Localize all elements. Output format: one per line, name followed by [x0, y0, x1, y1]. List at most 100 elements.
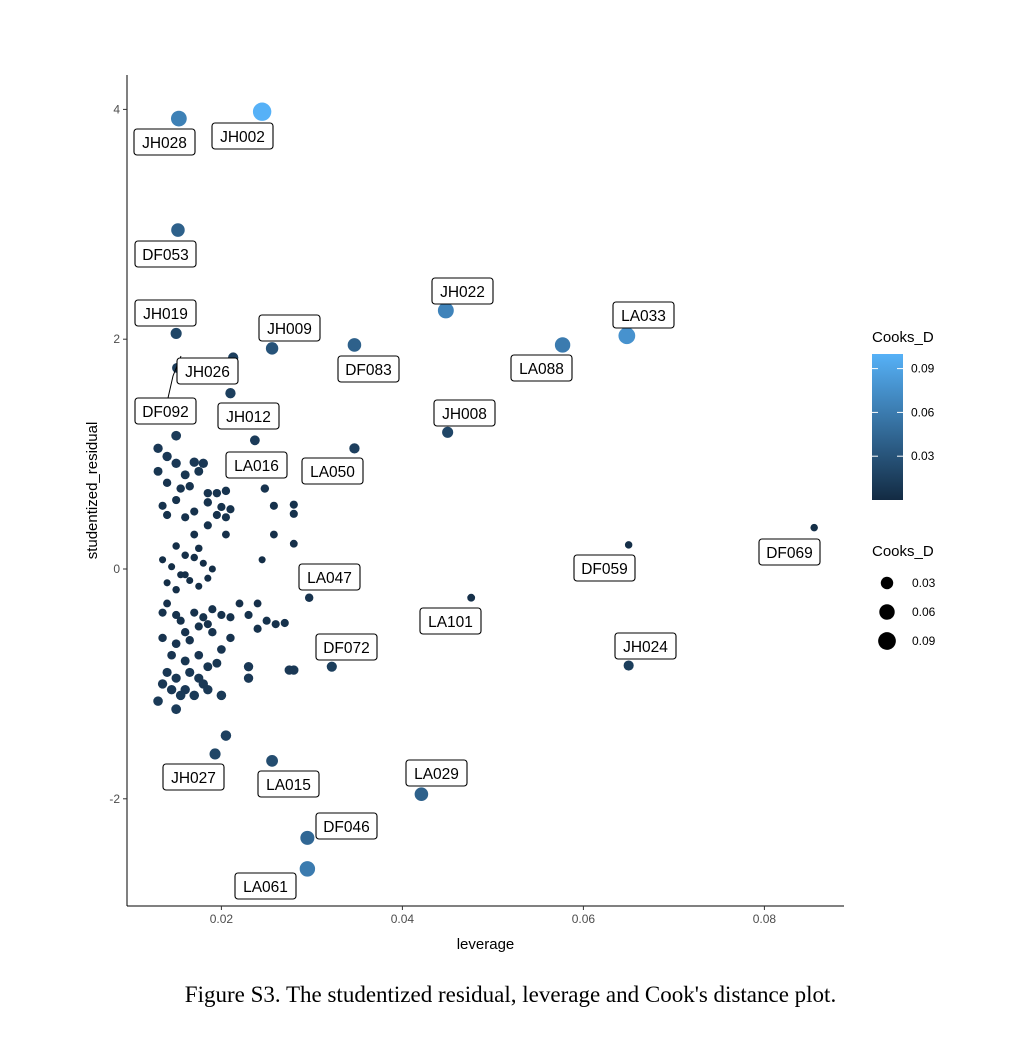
x-tick-label: 0.04 [391, 912, 415, 926]
label-text: LA033 [621, 308, 666, 325]
point-label-la101: LA101 [419, 607, 482, 635]
data-point [195, 544, 203, 553]
label-text: DF059 [581, 561, 628, 578]
data-point-jh008 [442, 426, 454, 438]
point-label-df053: DF053 [134, 240, 197, 268]
point-label-jh019: JH019 [134, 299, 197, 327]
data-point [220, 730, 232, 741]
point-label-df092: DF092 [134, 397, 197, 425]
data-point-la088 [554, 337, 571, 353]
data-point [189, 457, 199, 467]
data-point [243, 673, 254, 683]
data-point [171, 704, 182, 715]
data-point [203, 488, 213, 498]
label-text: DF046 [323, 819, 370, 836]
data-point-jh022 [437, 302, 454, 319]
point-label-la016: LA016 [225, 451, 288, 479]
data-point-jh019 [170, 327, 182, 340]
data-point [185, 667, 195, 677]
data-point [163, 599, 172, 608]
data-point [167, 650, 176, 660]
x-axis-title: leverage [457, 936, 515, 953]
size-legend-key [878, 632, 896, 650]
label-text: LA029 [414, 766, 459, 783]
label-text: JH026 [185, 364, 230, 381]
color-legend-label: 0.03 [911, 449, 935, 463]
data-point-la061 [299, 861, 316, 877]
label-text: JH008 [442, 406, 487, 423]
point-label-jh027: JH027 [162, 763, 225, 791]
data-point-la029 [414, 787, 429, 801]
data-point [159, 556, 167, 564]
data-point [269, 501, 278, 510]
data-point [208, 627, 217, 637]
point-label-df046: DF046 [315, 812, 378, 840]
data-point-jh012 [225, 388, 236, 399]
color-legend-label: 0.06 [911, 405, 935, 419]
data-point [186, 576, 194, 585]
point-label-la088: LA088 [510, 354, 573, 382]
label-box [431, 277, 494, 305]
point-label-df083: DF083 [337, 355, 400, 383]
data-point [171, 673, 181, 683]
y-tick-label: -2 [109, 792, 120, 806]
x-tick-label: 0.08 [753, 912, 777, 926]
label-box [758, 538, 821, 566]
data-point [158, 608, 167, 617]
axes: 0.02 0.04 0.06 0.08 -2 0 2 4 leverage studentized… [84, 75, 844, 953]
data-point [222, 530, 230, 539]
data-point [180, 627, 190, 637]
label-box [217, 402, 280, 430]
label-text: JH028 [142, 135, 187, 152]
point-label-jh002: JH002 [211, 122, 274, 150]
data-point [162, 451, 172, 462]
data-point [244, 610, 253, 620]
data-point [194, 622, 203, 631]
color-legend-title: Cooks_D [872, 329, 934, 346]
point-label-la033: LA033 [612, 301, 675, 329]
point-label-df069: DF069 [758, 538, 821, 566]
data-point [221, 486, 231, 496]
label-box [510, 354, 573, 382]
data-point [194, 466, 204, 476]
data-point [171, 458, 181, 468]
label-text: DF083 [345, 362, 392, 379]
data-point [208, 605, 217, 614]
point-label-jh024: JH024 [614, 632, 677, 660]
label-text: JH022 [440, 284, 485, 301]
size-legend-label: 0.09 [912, 634, 936, 648]
label-box [211, 122, 274, 150]
data-point [262, 616, 271, 625]
data-point [166, 684, 177, 695]
data-point [269, 530, 278, 539]
data-point [217, 502, 226, 512]
data-point [172, 610, 181, 620]
label-box [433, 399, 496, 427]
point-label-la029: LA029 [405, 759, 468, 787]
label-box [301, 457, 364, 485]
data-point-jh028 [170, 110, 187, 127]
label-text: JH009 [267, 321, 312, 338]
data-point [253, 599, 262, 608]
data-point [168, 563, 176, 571]
data-point-df083 [347, 338, 362, 352]
data-point [289, 665, 299, 675]
data-point [235, 599, 244, 608]
data-point [176, 484, 185, 493]
data-point [190, 507, 199, 516]
label-box [133, 128, 196, 156]
data-point [216, 690, 227, 701]
y-tick-label: 2 [113, 332, 120, 346]
data-point [271, 620, 280, 629]
point-label-la050: LA050 [301, 457, 364, 485]
data-point [280, 618, 289, 628]
label-text: JH027 [171, 770, 216, 787]
label-box [405, 759, 468, 787]
data-point [162, 478, 172, 488]
data-points [153, 102, 818, 877]
label-box [134, 299, 197, 327]
size-legend-title: Cooks_D [872, 543, 934, 560]
data-point [208, 565, 216, 573]
data-point [190, 553, 198, 562]
data-point [180, 470, 190, 480]
